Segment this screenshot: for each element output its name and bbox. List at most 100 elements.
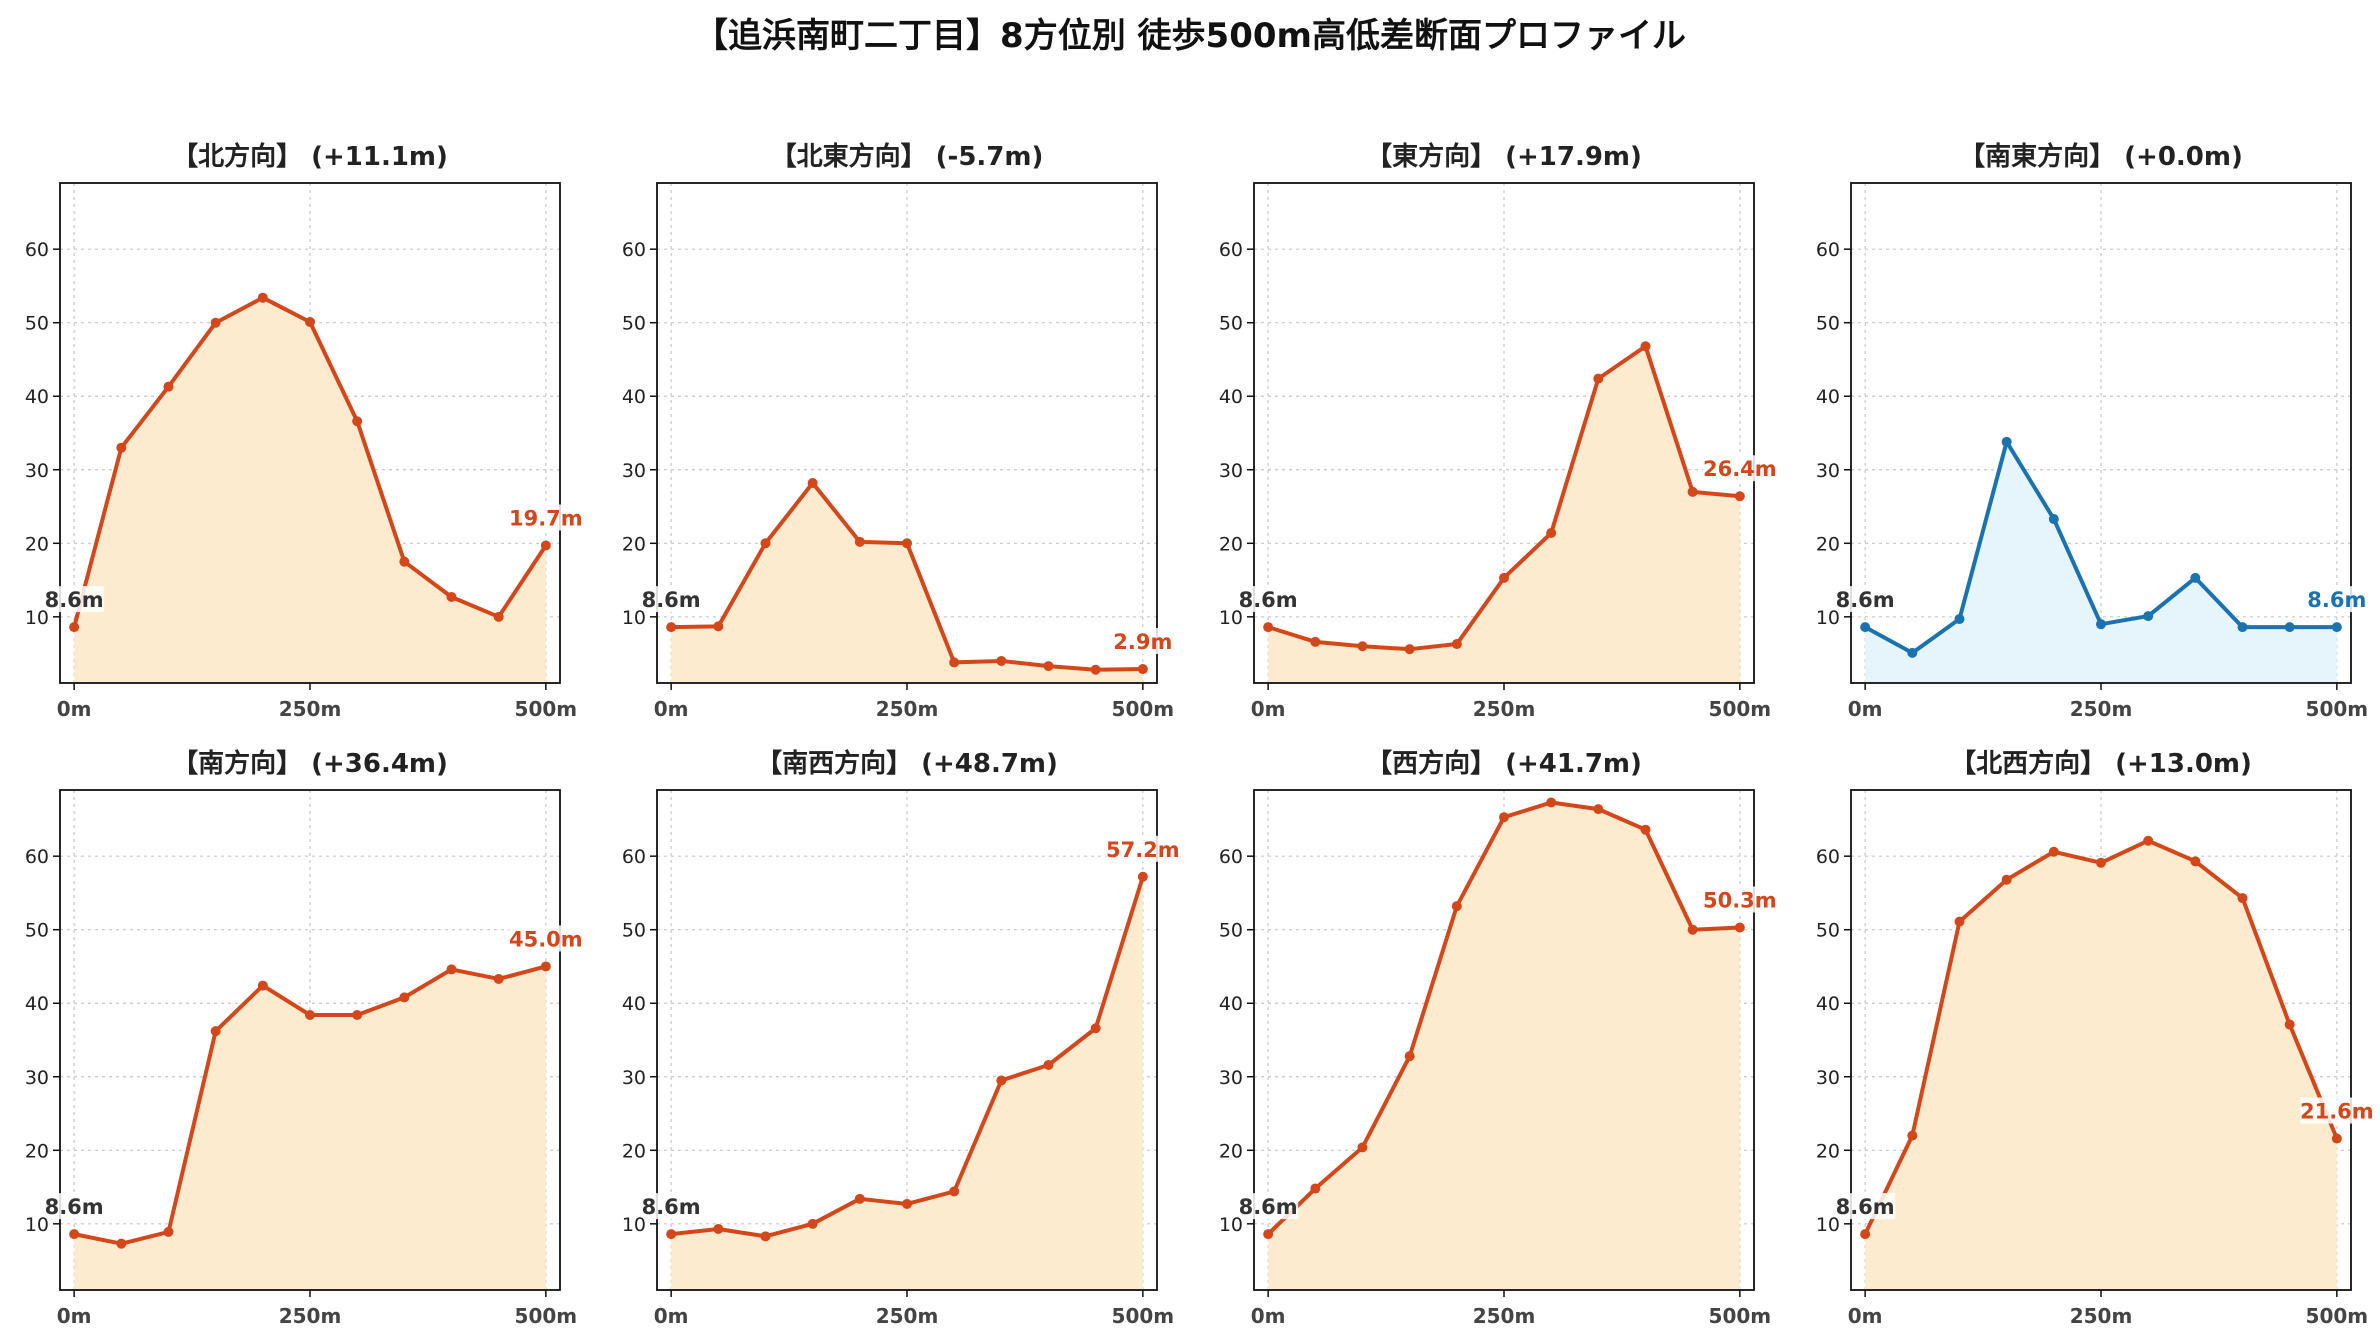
data-point <box>210 317 221 328</box>
data-point <box>2284 1019 2295 1030</box>
data-point <box>760 1231 771 1242</box>
x-tick-label: 250m <box>279 1304 342 1328</box>
data-point <box>1043 661 1054 672</box>
data-point <box>1451 901 1462 912</box>
start-elevation-label: 8.6m <box>1836 1195 1895 1219</box>
panel-title: 【北東方向】 (-5.7m) <box>771 141 1044 172</box>
start-label-bg <box>46 586 105 613</box>
data-point <box>713 621 724 632</box>
y-tick-label: 30 <box>1816 460 1840 482</box>
end-elevation-label: 19.7m <box>509 507 583 531</box>
data-point <box>116 1238 127 1249</box>
start-label-bg <box>1837 1193 1896 1220</box>
data-point <box>807 478 818 488</box>
panel-title: 【北方向】 (+11.1m) <box>172 141 448 172</box>
data-point <box>69 622 80 633</box>
y-tick-label: 30 <box>25 460 49 482</box>
panel-title: 【南方向】 (+36.4m) <box>172 748 448 779</box>
y-tick-label: 20 <box>622 1140 646 1162</box>
data-point <box>446 964 457 975</box>
data-point <box>1954 614 1965 625</box>
data-point <box>1263 622 1274 633</box>
data-point <box>69 1229 80 1240</box>
end-label-bg <box>1703 886 1777 913</box>
data-point <box>210 1026 221 1037</box>
figure-title: 【追浜南町二丁目】8方位別 徒歩500m高低差断面プロファイル <box>694 16 1686 56</box>
y-tick-label: 20 <box>1816 1140 1840 1162</box>
data-point <box>493 973 504 984</box>
start-elevation-label: 8.6m <box>642 588 701 612</box>
x-tick-label: 0m <box>1848 697 1883 721</box>
data-point <box>2237 622 2248 633</box>
x-tick-label: 250m <box>1473 1304 1536 1328</box>
data-point <box>902 538 912 549</box>
x-tick-label: 250m <box>876 697 939 721</box>
panel-5: 【南西方向】 (+48.7m) 10 20 30 40 50 60 0m 250m 500m 8.6… <box>622 748 1180 1328</box>
start-elevation-label: 8.6m <box>1239 1195 1298 1219</box>
data-point <box>257 980 268 991</box>
data-point <box>493 611 504 622</box>
y-tick-label: 50 <box>1219 313 1243 335</box>
elevation-area <box>671 876 1143 1290</box>
data-point <box>1137 664 1148 675</box>
x-tick-label: 500m <box>1112 697 1175 721</box>
data-point <box>116 442 127 453</box>
y-tick-label: 50 <box>25 920 49 942</box>
data-point <box>1593 804 1604 815</box>
x-tick-label: 0m <box>1251 1304 1286 1328</box>
end-elevation-label: 57.2m <box>1106 838 1180 862</box>
data-point <box>1907 647 1918 658</box>
y-tick-label: 30 <box>25 1067 49 1089</box>
data-point <box>163 1226 174 1237</box>
elevation-area <box>1268 802 1740 1290</box>
data-point <box>2190 572 2201 583</box>
y-tick-label: 60 <box>25 239 49 261</box>
data-point <box>760 538 771 549</box>
data-point <box>1593 373 1604 384</box>
data-point <box>666 1229 677 1240</box>
data-point <box>1451 639 1462 650</box>
data-point <box>949 657 960 668</box>
start-label-bg <box>1240 1193 1299 1220</box>
y-tick-label: 20 <box>1816 533 1840 555</box>
data-point <box>1499 812 1509 823</box>
x-tick-label: 0m <box>57 1304 92 1328</box>
y-tick-label: 10 <box>1219 1214 1243 1236</box>
y-tick-label: 40 <box>622 993 646 1015</box>
data-point <box>1907 1130 1918 1141</box>
panel-6: 【西方向】 (+41.7m) 10 20 30 40 50 60 0m 250m 500m 8.6m… <box>1219 748 1777 1328</box>
start-label-bg <box>643 586 702 613</box>
panel-3: 【南東方向】 (+0.0m) 10 20 30 40 50 60 0m 250m 500m 8.6m… <box>1816 141 2368 721</box>
data-point <box>1043 1060 1054 1070</box>
end-elevation-label: 21.6m <box>2300 1100 2374 1124</box>
y-tick-label: 60 <box>1816 846 1840 868</box>
end-elevation-label: 2.9m <box>1113 630 1172 654</box>
data-point <box>257 292 268 303</box>
x-tick-label: 500m <box>1112 1304 1175 1328</box>
x-tick-label: 500m <box>515 1304 578 1328</box>
panel-title: 【東方向】 (+17.9m) <box>1366 141 1642 172</box>
panel-title: 【南西方向】 (+48.7m) <box>756 748 1058 779</box>
data-point <box>1860 622 1871 633</box>
x-tick-label: 500m <box>2306 1304 2369 1328</box>
start-label-bg <box>1240 586 1299 613</box>
y-tick-label: 40 <box>25 993 49 1015</box>
y-tick-label: 10 <box>1219 607 1243 629</box>
y-tick-label: 30 <box>1219 1067 1243 1089</box>
data-point <box>1640 824 1651 835</box>
panel-title: 【北西方向】 (+13.0m) <box>1950 748 2252 779</box>
start-elevation-label: 8.6m <box>642 1195 701 1219</box>
y-tick-label: 40 <box>1816 386 1840 408</box>
data-point <box>854 536 865 547</box>
data-point <box>2048 514 2059 525</box>
panel-4: 【南方向】 (+36.4m) 10 20 30 40 50 60 0m 250m 500m 8.6m… <box>25 748 583 1328</box>
data-point <box>902 1198 912 1209</box>
x-tick-label: 500m <box>1709 1304 1772 1328</box>
y-tick-label: 20 <box>25 533 49 555</box>
end-label-bg <box>509 925 583 952</box>
start-label-bg <box>643 1193 702 1220</box>
end-label-bg <box>1106 835 1180 862</box>
data-point <box>399 992 410 1003</box>
data-point <box>1860 1229 1871 1240</box>
elevation-area <box>1865 840 2337 1290</box>
